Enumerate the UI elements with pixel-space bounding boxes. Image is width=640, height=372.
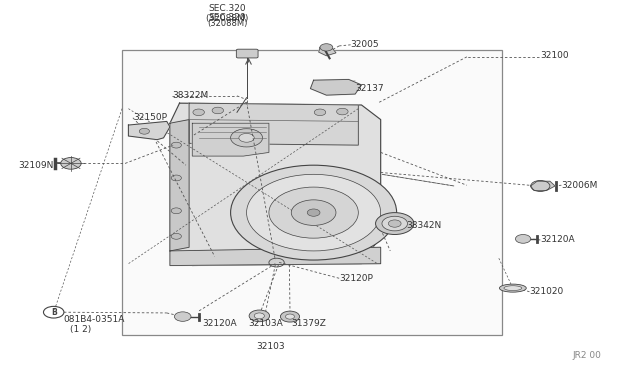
Circle shape — [269, 187, 358, 238]
Text: (32088M): (32088M) — [207, 19, 248, 28]
Ellipse shape — [499, 284, 526, 292]
Circle shape — [172, 142, 181, 148]
Text: SEC.320: SEC.320 — [209, 13, 246, 22]
Text: B: B — [51, 308, 56, 317]
FancyBboxPatch shape — [236, 49, 258, 58]
Text: 32006M: 32006M — [561, 181, 598, 190]
Circle shape — [337, 108, 348, 115]
Text: SEC.320
(32088M): SEC.320 (32088M) — [205, 4, 249, 23]
Polygon shape — [170, 103, 381, 266]
Circle shape — [376, 213, 414, 234]
Text: 31379Z: 31379Z — [291, 320, 326, 328]
Circle shape — [193, 109, 204, 116]
Polygon shape — [170, 247, 381, 266]
Polygon shape — [129, 121, 170, 140]
Text: JR2 00: JR2 00 — [572, 352, 601, 360]
Polygon shape — [319, 47, 336, 56]
Text: 38322M: 38322M — [172, 92, 208, 100]
Polygon shape — [170, 119, 189, 251]
Circle shape — [382, 216, 408, 231]
Text: 32120A: 32120A — [202, 320, 237, 328]
Polygon shape — [310, 80, 362, 95]
Circle shape — [388, 220, 401, 227]
Circle shape — [531, 180, 550, 192]
Circle shape — [61, 157, 81, 169]
Circle shape — [172, 208, 181, 214]
Circle shape — [254, 313, 264, 319]
Text: 321020: 321020 — [529, 287, 564, 296]
Circle shape — [320, 44, 333, 51]
Text: 081B4-0351A: 081B4-0351A — [63, 315, 125, 324]
Text: 32120A: 32120A — [540, 235, 575, 244]
Text: 32103: 32103 — [256, 342, 285, 351]
Circle shape — [172, 175, 181, 181]
Circle shape — [515, 234, 531, 243]
Circle shape — [246, 174, 381, 251]
Text: (1 2): (1 2) — [70, 325, 91, 334]
Circle shape — [230, 165, 397, 260]
Polygon shape — [189, 103, 358, 145]
Polygon shape — [531, 181, 555, 190]
Text: 32103A: 32103A — [248, 320, 284, 328]
Circle shape — [174, 312, 191, 321]
Text: 32100: 32100 — [540, 51, 569, 60]
Circle shape — [249, 310, 269, 322]
Circle shape — [140, 128, 150, 134]
Circle shape — [285, 314, 294, 319]
Ellipse shape — [504, 286, 522, 291]
Circle shape — [291, 200, 336, 225]
Circle shape — [314, 109, 326, 116]
Circle shape — [239, 134, 254, 142]
Polygon shape — [192, 123, 269, 156]
Text: 32137: 32137 — [355, 84, 384, 93]
Circle shape — [230, 129, 262, 147]
Text: 32109N: 32109N — [19, 161, 54, 170]
Circle shape — [280, 311, 300, 322]
Text: 32120P: 32120P — [339, 274, 373, 283]
Circle shape — [212, 107, 223, 114]
Circle shape — [172, 233, 181, 239]
Bar — [122, 50, 502, 335]
Text: 38342N: 38342N — [406, 221, 442, 230]
Text: 32150P: 32150P — [133, 113, 167, 122]
Circle shape — [307, 209, 320, 216]
Text: 32005: 32005 — [351, 40, 380, 49]
